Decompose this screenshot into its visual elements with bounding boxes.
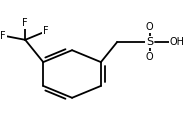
- Text: O: O: [146, 22, 153, 32]
- Text: F: F: [22, 18, 28, 28]
- Text: F: F: [0, 31, 5, 41]
- Text: F: F: [43, 27, 48, 37]
- Text: O: O: [146, 52, 153, 62]
- Text: S: S: [146, 37, 153, 47]
- Text: OH: OH: [170, 37, 185, 47]
